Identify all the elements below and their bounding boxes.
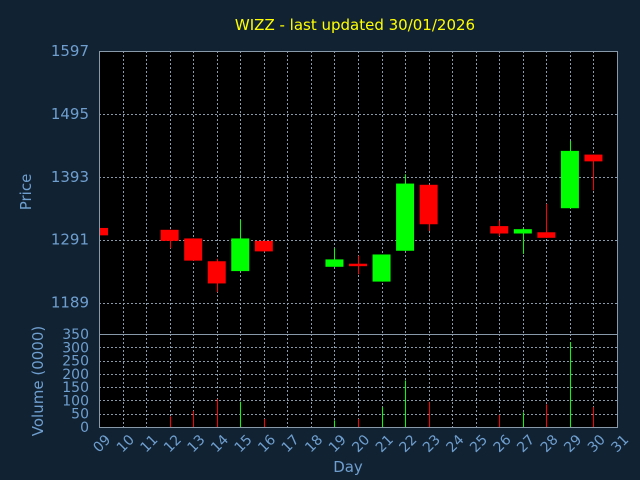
candle-12 [160, 229, 179, 249]
volume-tick-label: 0 [80, 420, 89, 436]
candle-16 [254, 240, 273, 252]
candle-body [254, 240, 273, 252]
x-axis-label: Day [333, 458, 363, 476]
chart-title: WIZZ - last updated 30/01/2026 [235, 16, 475, 34]
candle-body [537, 232, 556, 238]
candle-body [560, 150, 579, 209]
plot-frame [99, 51, 618, 428]
candle-23 [419, 184, 438, 232]
volume-tick-label: 50 [71, 407, 89, 423]
candle-27 [513, 227, 532, 254]
candle-26 [490, 220, 509, 236]
price-tick-label: 1393 [51, 168, 89, 186]
candle-13 [184, 238, 203, 261]
candle-body [490, 226, 509, 234]
price-tick-label: 1495 [51, 105, 89, 123]
candle-body [584, 154, 603, 162]
candle-14 [207, 258, 226, 293]
candle-19 [325, 248, 344, 267]
candle-28 [537, 203, 556, 238]
candle-body [349, 263, 367, 267]
volume-axis-label: Volume (0000) [29, 326, 47, 436]
candle-09 [99, 227, 108, 236]
price-tick-label: 1597 [51, 42, 89, 60]
volume-tick-label: 350 [62, 327, 89, 343]
candle-body [419, 184, 438, 225]
candle-21 [372, 254, 391, 282]
volume-tick-label: 300 [62, 340, 89, 356]
candle-body [160, 229, 179, 241]
candle-body [231, 238, 250, 272]
price-axis-label: Price [17, 174, 35, 211]
volume-tick-label: 200 [62, 367, 89, 383]
candle-15 [231, 219, 250, 272]
volume-tick-label: 250 [62, 354, 89, 370]
volume-bars [170, 341, 594, 427]
candle-29 [560, 141, 579, 209]
volume-tick-label: 150 [62, 380, 89, 396]
candle-body [396, 183, 415, 251]
candle-22 [396, 174, 415, 251]
candle-30 [584, 154, 603, 191]
candle-body [325, 259, 344, 267]
candle-body [372, 254, 391, 282]
candle-body [184, 238, 203, 261]
volume-tick-label: 100 [62, 393, 89, 409]
candles [99, 141, 603, 293]
price-tick-label: 1291 [51, 231, 89, 249]
candle-body [99, 227, 108, 236]
candle-body [513, 229, 532, 234]
price-tick-label: 1189 [51, 294, 89, 312]
volume-frame [99, 334, 618, 428]
candle-body [207, 261, 226, 284]
candle-20 [349, 255, 367, 275]
